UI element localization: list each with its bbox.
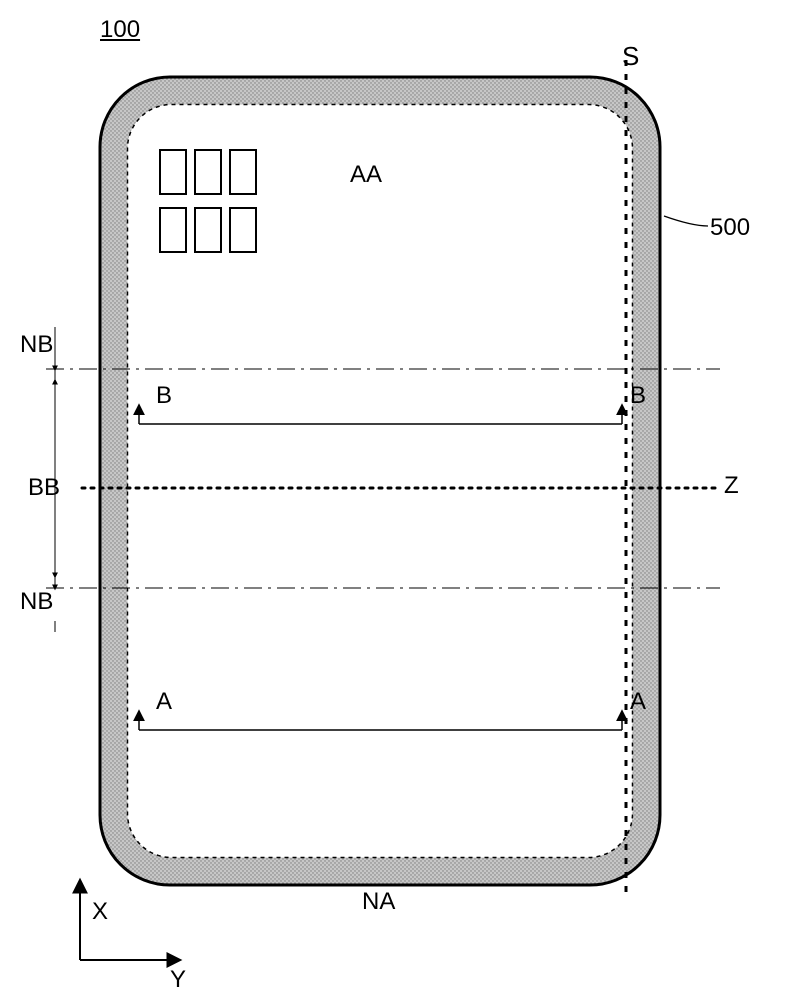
label-z: Z bbox=[724, 474, 739, 498]
section-a-left: A bbox=[156, 690, 172, 714]
section-b-left: B bbox=[156, 384, 172, 408]
axis-label-x: X bbox=[92, 900, 108, 924]
diagram-svg bbox=[0, 0, 791, 1000]
section-a-right: A bbox=[630, 690, 646, 714]
diagram-canvas: 100 AA NA S 500 Z NB NB BB B B A A X Y bbox=[0, 0, 791, 1000]
section-b-right: B bbox=[630, 384, 646, 408]
label-s: S bbox=[622, 43, 639, 69]
device-inner-outline bbox=[128, 105, 633, 858]
label-aa: AA bbox=[350, 163, 382, 187]
label-na: NA bbox=[362, 890, 395, 914]
leader-500 bbox=[664, 216, 708, 226]
label-nb-upper: NB bbox=[20, 333, 53, 357]
axis-label-y: Y bbox=[170, 968, 186, 992]
label-ref-500: 500 bbox=[710, 216, 750, 240]
label-bb: BB bbox=[28, 476, 60, 500]
label-nb-lower: NB bbox=[20, 590, 53, 614]
